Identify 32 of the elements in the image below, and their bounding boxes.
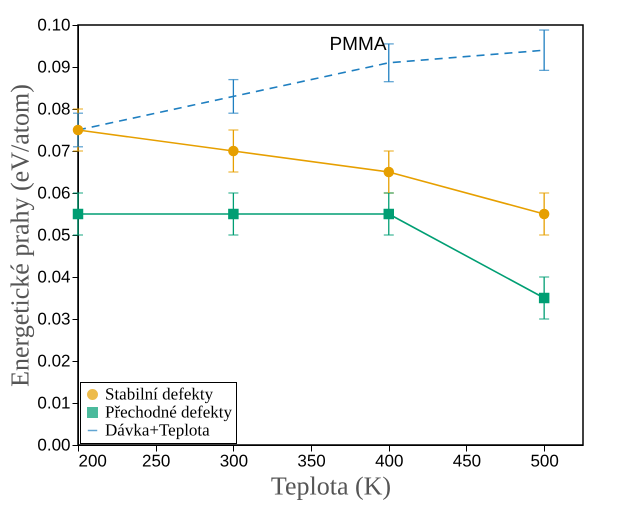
y-axis-title: Energetické prahy (eV/atom) bbox=[5, 84, 34, 387]
annotation: PMMA bbox=[330, 34, 387, 55]
legend-label: Přechodné defekty bbox=[105, 402, 232, 422]
x-tick-label: 500 bbox=[530, 452, 559, 470]
point bbox=[538, 292, 550, 304]
y-tick-label: 0.05 bbox=[37, 226, 70, 244]
y-tick-label: 0.02 bbox=[37, 352, 70, 370]
point bbox=[72, 124, 84, 136]
point bbox=[228, 208, 239, 220]
x-axis-title: Teplota (K) bbox=[270, 472, 392, 500]
point bbox=[72, 208, 84, 220]
legend-label: Stabilní defekty bbox=[105, 384, 214, 404]
x-tick-label: 350 bbox=[297, 452, 326, 470]
x-tick-label: 200 bbox=[78, 452, 107, 470]
y-tick-label: 0.06 bbox=[37, 184, 70, 202]
x-tick-label: 300 bbox=[220, 452, 248, 470]
y-tick-label: 0.04 bbox=[37, 268, 70, 286]
y-tick-label: 0.00 bbox=[37, 436, 70, 454]
y-tick-label: 0.03 bbox=[37, 310, 70, 328]
y-tick-label: 0.08 bbox=[37, 100, 70, 118]
point bbox=[228, 146, 239, 156]
point bbox=[384, 208, 394, 220]
y-tick-label: 0.09 bbox=[37, 58, 70, 76]
y-tick-label: 0.01 bbox=[37, 394, 70, 412]
legend-label: Dávka+Teplota bbox=[105, 420, 210, 440]
point bbox=[384, 166, 394, 178]
x-tick-label: 250 bbox=[142, 452, 170, 470]
y-tick-label: 0.07 bbox=[37, 142, 70, 160]
point bbox=[538, 208, 550, 220]
x-tick-label: 400 bbox=[375, 452, 404, 470]
y-tick-label: 0.10 bbox=[37, 16, 70, 34]
x-tick-label: 450 bbox=[452, 452, 482, 470]
